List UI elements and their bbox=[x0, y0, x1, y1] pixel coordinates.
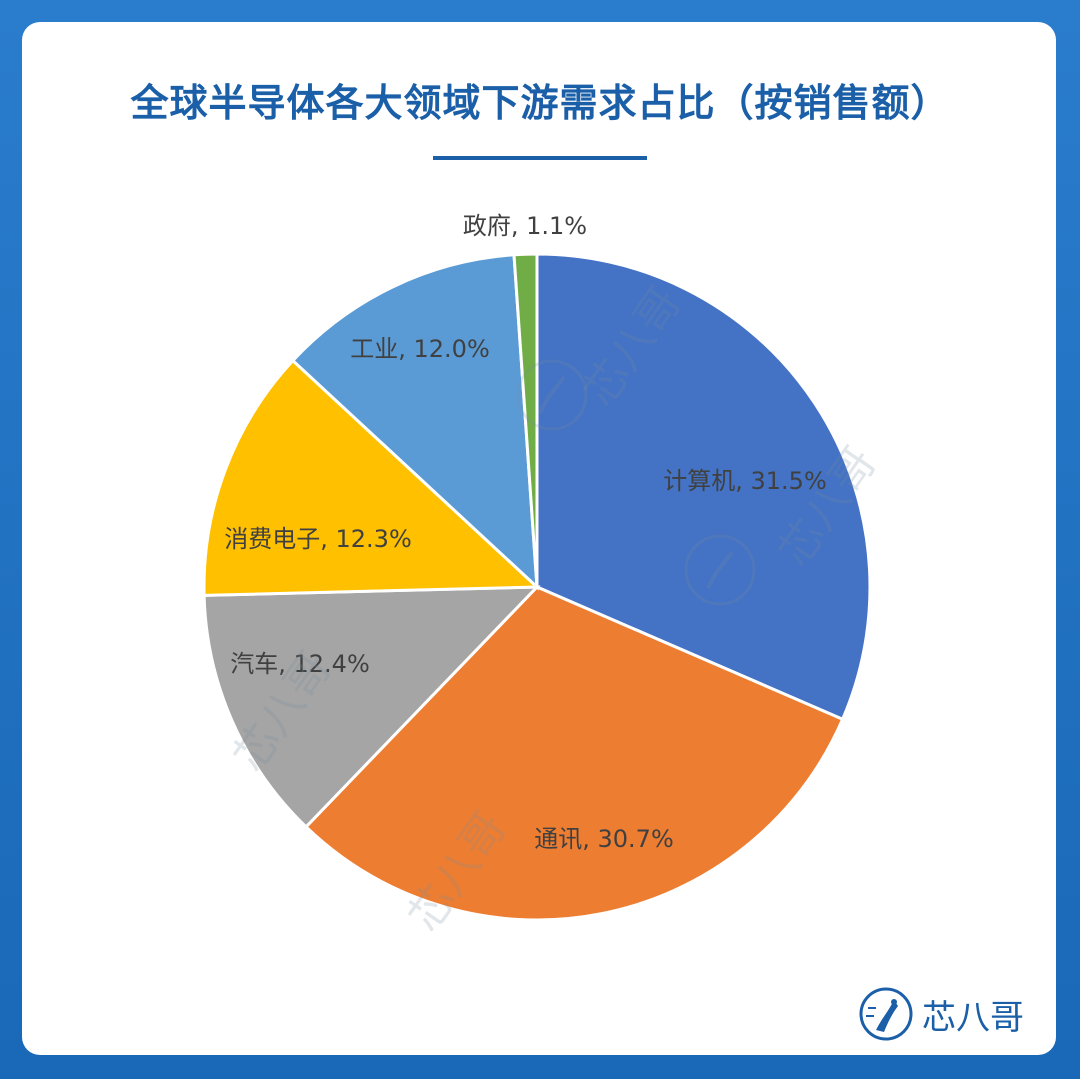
bird-logo-icon bbox=[859, 987, 913, 1041]
pie-slice-4 bbox=[290, 253, 539, 591]
page-title: 全球半导体各大领域下游需求占比（按销售额） bbox=[130, 81, 950, 125]
pie-slice-3 bbox=[202, 358, 541, 597]
pie-slice-5 bbox=[512, 252, 539, 588]
brand-name: 芯八哥 bbox=[922, 997, 1024, 1038]
slice-label: 通讯, 30.7% bbox=[534, 825, 674, 853]
brand-logo: 芯八哥 bbox=[858, 984, 1024, 1044]
slice-label: 消费电子, 12.3% bbox=[224, 525, 412, 553]
slice-label: 汽车, 12.4% bbox=[230, 650, 370, 678]
slice-label: 政府, 1.1% bbox=[463, 212, 587, 240]
pie-slice-2 bbox=[202, 585, 541, 829]
slice-label: 计算机, 31.5% bbox=[663, 467, 827, 495]
pie-slice-1 bbox=[303, 585, 845, 922]
slice-label: 工业, 12.0% bbox=[350, 335, 490, 363]
pie-slice-0 bbox=[535, 252, 872, 722]
title-underline bbox=[433, 156, 647, 160]
watermark-logo-icon bbox=[684, 534, 756, 606]
watermark-logo-icon bbox=[516, 359, 588, 431]
